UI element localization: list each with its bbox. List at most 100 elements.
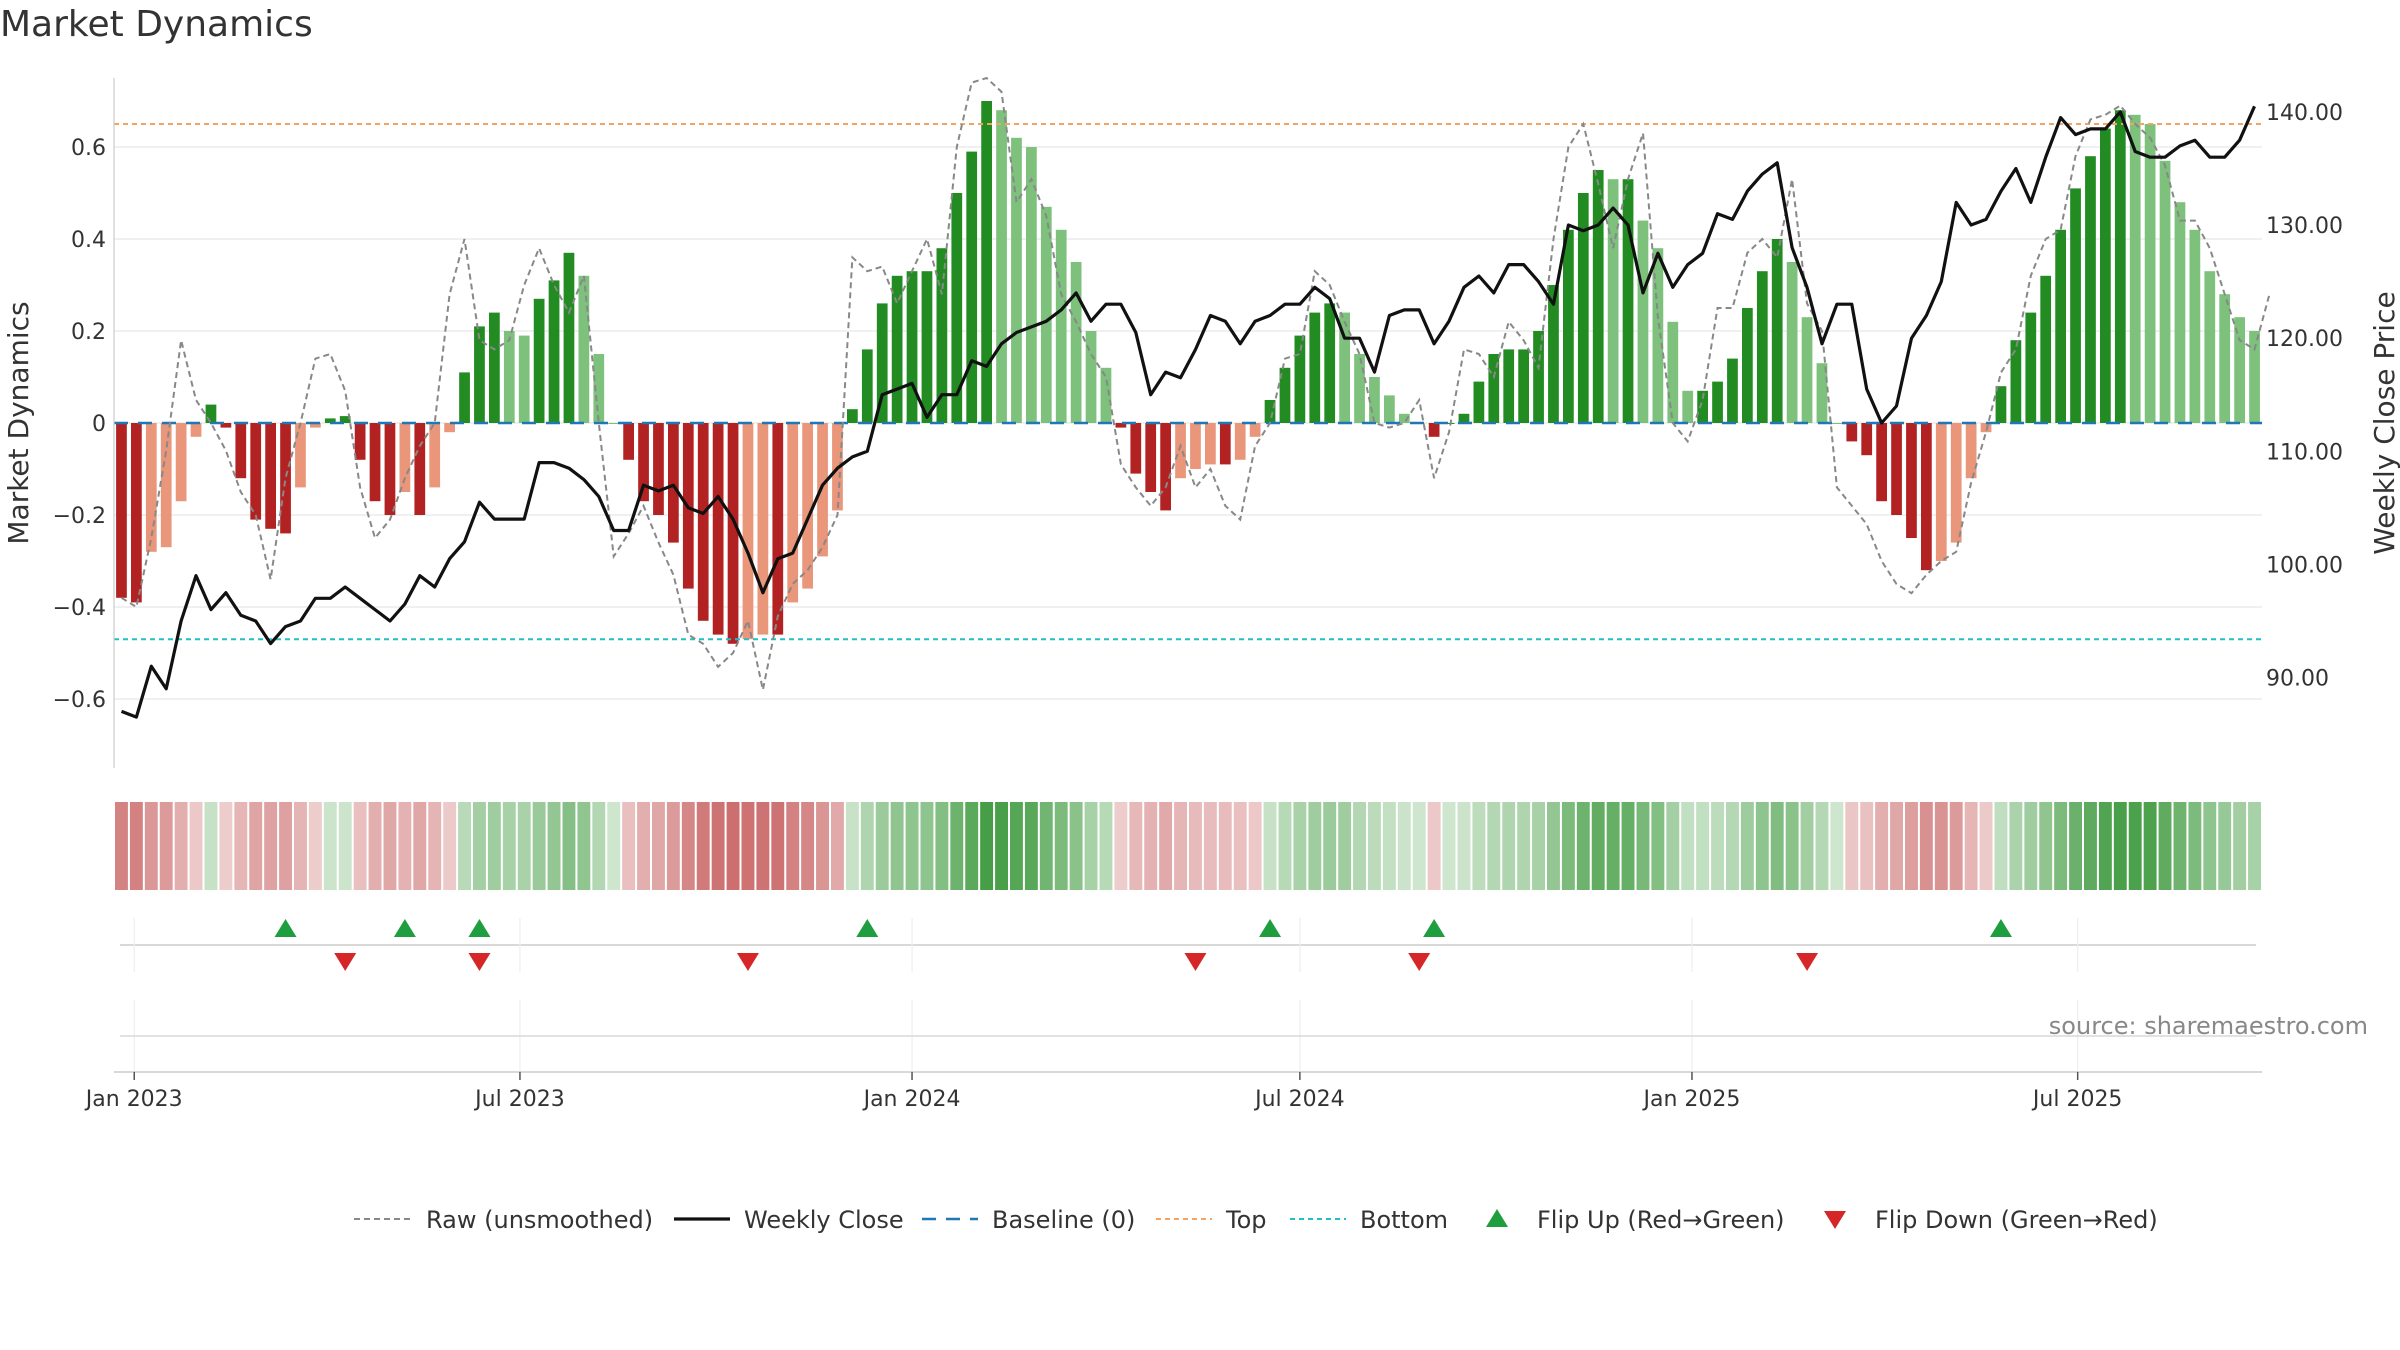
heat-cell (2054, 802, 2068, 890)
heat-cell (1218, 802, 1232, 890)
momentum-bar (429, 423, 441, 488)
heat-cell (219, 802, 233, 890)
heat-cell (890, 802, 904, 890)
heat-cell (965, 802, 979, 890)
legend-label: Flip Up (Red→Green) (1537, 1206, 1785, 1234)
heat-cell (1084, 802, 1098, 890)
momentum-bar (1294, 335, 1306, 423)
heat-cell (1591, 802, 1605, 890)
legend-flip-up-swatch (1486, 1209, 1508, 1227)
momentum-bar (1682, 390, 1694, 423)
heat-cell (1039, 802, 1053, 890)
momentum-bar (489, 312, 500, 423)
heat-cell (174, 802, 188, 890)
raw-unsmoothed-line (120, 76, 2271, 691)
heat-cell (1054, 802, 1068, 890)
heat-cell (487, 802, 501, 890)
heat-cell (905, 802, 919, 890)
heat-cell (771, 802, 785, 890)
x-tick-label: Jan 2023 (84, 1087, 183, 1112)
left-tick-label: 0.6 (71, 136, 106, 161)
legend-label: Flip Down (Green→Red) (1875, 1206, 2158, 1234)
momentum-bar (1891, 423, 1902, 515)
source-label: source: sharemaestro.com (2049, 1012, 2368, 1040)
momentum-bar (1756, 271, 1768, 423)
heat-cell (1129, 802, 1143, 890)
heat-cell (1517, 802, 1531, 890)
momentum-bar (1548, 285, 1559, 423)
heat-cell (279, 802, 292, 890)
heat-cell (1964, 802, 1978, 890)
momentum-bar (1354, 354, 1365, 423)
momentum-bar (1697, 390, 1708, 423)
heat-cell (1174, 802, 1187, 890)
momentum-bar (2129, 114, 2141, 424)
heat-cell (368, 802, 382, 890)
momentum-bar (369, 423, 381, 502)
heat-cell (234, 802, 248, 890)
heat-cell (1934, 802, 1948, 890)
flip-down-marker (1796, 953, 1819, 971)
momentum-bar (1130, 423, 1142, 474)
momentum-bar (280, 423, 291, 534)
momentum-bar (175, 423, 187, 502)
momentum-bar (1592, 170, 1604, 423)
momentum-bar (697, 423, 709, 621)
x-tick-label: Jul 2023 (473, 1087, 565, 1112)
momentum-bar (921, 271, 933, 423)
heat-cell (249, 802, 263, 890)
heat-cell (696, 802, 710, 890)
heat-cell (801, 802, 815, 890)
heat-cell (1293, 802, 1307, 890)
heat-cell (1666, 802, 1680, 890)
momentum-bar (891, 275, 903, 423)
momentum-bar (1369, 377, 1380, 423)
momentum-bar (265, 423, 276, 529)
momentum-bar (2204, 271, 2216, 423)
momentum-bar (1458, 413, 1470, 423)
momentum-bar (712, 423, 724, 635)
momentum-bar (593, 354, 605, 423)
axes: 0.6 0.4 0.2 0 −0.2 −0.4 −0.6 140.00 130.00 120.00… (2, 78, 2400, 768)
heat-cell (1770, 802, 1784, 890)
legend-flip-down-swatch (1824, 1211, 1846, 1229)
x-tick-label: Jan 2025 (1642, 1087, 1741, 1112)
flip-up-marker (856, 919, 879, 937)
heat-cell (1069, 802, 1083, 890)
heat-cell (1919, 802, 1933, 890)
momentum-bar (1085, 331, 1097, 423)
momentum-bar (2114, 110, 2126, 423)
momentum-bar (1533, 331, 1544, 423)
heat-cell (1890, 802, 1903, 890)
momentum-bar (503, 331, 515, 423)
momentum-bar (1145, 423, 1157, 492)
momentum-bar (190, 423, 202, 437)
gridlines (114, 146, 2262, 700)
heat-cell (935, 802, 949, 890)
flip-down-marker (468, 953, 491, 971)
heat-cell (159, 802, 173, 890)
right-tick-label: 90.00 (2266, 667, 2329, 692)
momentum-bar (1070, 262, 1082, 423)
momentum-bar (1950, 423, 1962, 543)
heat-cell (1905, 802, 1918, 890)
momentum-bar (638, 423, 649, 502)
heat-cell (1397, 802, 1411, 890)
momentum-bar (1205, 423, 1216, 465)
momentum-bar (727, 423, 739, 644)
momentum-bar (1876, 423, 1887, 502)
heat-cell (2173, 802, 2187, 890)
bottom-panel: source: sharemaestro.com Jan 2023 Jul 2023… (84, 1000, 2368, 1112)
heat-cell (577, 802, 591, 890)
heat-cell (1308, 802, 1322, 890)
momentum-bar (996, 110, 1007, 423)
weekly-close-line (120, 105, 2256, 719)
left-tick-label: 0.4 (71, 228, 106, 253)
heat-cell (1323, 802, 1337, 890)
momentum-bar (250, 423, 262, 520)
momentum-bar (1160, 423, 1171, 511)
momentum-bar (623, 423, 634, 460)
heat-cell (681, 802, 695, 890)
heat-cell (115, 802, 128, 890)
heat-cell (845, 802, 859, 890)
